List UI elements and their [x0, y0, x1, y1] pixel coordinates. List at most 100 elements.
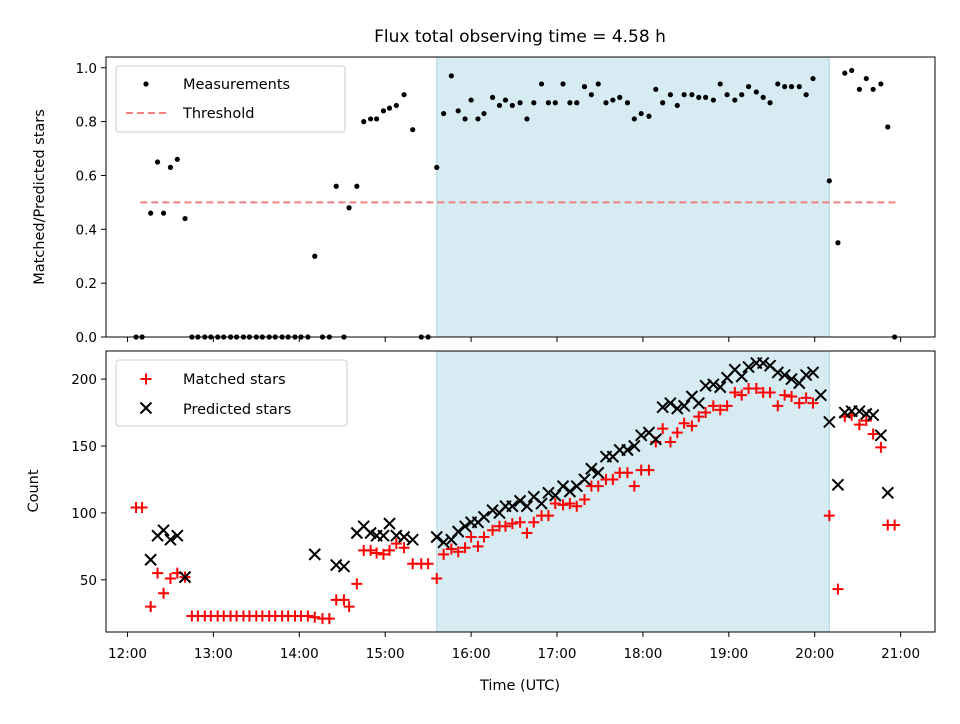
matched-stars-point — [445, 543, 457, 555]
measurements-point — [696, 94, 702, 100]
predicted-stars-point — [656, 400, 669, 414]
measurements-point — [782, 84, 788, 90]
matched-stars-point — [459, 542, 471, 554]
top-panel: 0.0 0.2 0.4 0.6 0.8 1.0 Matched/Predicted sta… — [32, 56, 936, 346]
predicted-stars-point — [506, 500, 519, 513]
measurements-point — [509, 102, 515, 109]
top-y-tick-label: 0.4 — [76, 222, 97, 238]
matched-stars-point — [571, 500, 583, 512]
matched-stars-point — [164, 572, 176, 584]
matched-stars-point — [158, 587, 170, 599]
measurements-point — [475, 116, 481, 122]
top-y-axis: 0.0 0.2 0.4 0.6 0.8 1.0 — [76, 61, 106, 346]
measurements-point — [775, 81, 781, 87]
top-axes-frame — [105, 56, 936, 338]
x-tick-label: 16:00 — [452, 646, 491, 662]
x-tick-label: 20:00 — [795, 646, 834, 662]
x-tick-label: 13:00 — [194, 646, 233, 662]
matched-stars-point — [338, 594, 350, 606]
top-y-tick-label: 0.8 — [76, 115, 97, 131]
matched-stars-point — [579, 494, 590, 506]
predicted-stars-point — [806, 366, 820, 379]
predicted-stars-point — [814, 388, 827, 402]
matched-stars-point — [714, 404, 726, 416]
legend-measurements-label: Measurements — [183, 77, 290, 93]
measurements-point — [849, 67, 855, 74]
predicted-stars-point — [549, 489, 562, 502]
measurements-point — [333, 183, 339, 189]
x-tick-label: 18:00 — [623, 646, 662, 662]
measurements-point — [753, 89, 759, 95]
predicted-stars-point — [452, 525, 465, 538]
bottom-legend-box — [115, 359, 348, 427]
matched-stars-point — [506, 518, 518, 530]
predicted-stars-point — [714, 380, 727, 394]
matched-stars-point — [465, 531, 477, 543]
measurements-point — [154, 159, 161, 165]
predicted-stars-point — [771, 366, 784, 379]
measurements-point — [448, 73, 454, 79]
measurements-point — [796, 84, 802, 90]
matched-stars-point — [860, 415, 872, 427]
matched-stars-point — [707, 400, 719, 412]
measurements-point — [767, 100, 773, 106]
x-tick-label: 21:00 — [881, 646, 920, 662]
measurements-point — [361, 119, 367, 125]
predicted-stars-point — [486, 504, 499, 517]
top-y-tick-label: 0.6 — [76, 168, 97, 184]
predicted-stars-point — [671, 402, 684, 415]
x-axis-label: Time (UTC) — [479, 678, 560, 694]
top-legend: Measurements Threshold — [115, 65, 346, 133]
matched-stars-point — [431, 572, 443, 584]
matched-stars-point — [390, 538, 402, 550]
predicted-stars-point — [634, 429, 648, 442]
matched-stars-point — [800, 392, 812, 404]
matched-stars-point — [521, 527, 533, 539]
matched-stars-point — [557, 499, 569, 511]
bottom-axes-frame — [105, 350, 936, 633]
matched-stars-point — [772, 400, 784, 412]
matched-stars-point — [853, 419, 865, 431]
measurements-point — [367, 116, 374, 122]
top-y-axis-label: Matched/Predicted stars — [32, 109, 48, 285]
legend-matched-marker — [140, 373, 152, 385]
measurements-point — [660, 100, 666, 106]
predicted-stars-point — [592, 466, 605, 479]
matched-stars-point — [729, 386, 741, 398]
measurements-point — [524, 116, 530, 122]
measurements-point — [148, 210, 154, 216]
bottom-panel: 50 100 150 200 12:00 13:00 14:00 15:00 16:00 17:… — [26, 350, 936, 694]
matched-stars-point — [779, 389, 791, 401]
x-tick-label: 14:00 — [280, 646, 319, 662]
measurements-point — [717, 81, 723, 87]
measurements-point — [878, 81, 884, 87]
measurements-point — [646, 113, 652, 119]
matched-stars-point — [607, 473, 619, 485]
matched-stars-point — [438, 548, 450, 560]
measurements-point — [386, 105, 393, 111]
matched-stars-point — [487, 524, 499, 536]
top-y-tick-label: 1.0 — [76, 61, 97, 77]
matched-stars-point — [592, 480, 604, 492]
matched-stars-point — [736, 389, 748, 401]
matched-stars-point — [542, 510, 554, 522]
bottom-y-tick-label: 150 — [71, 439, 97, 455]
matched-stars-point — [793, 397, 805, 409]
measurements-point — [631, 116, 637, 122]
measurements-point — [724, 92, 730, 98]
matched-stars-point — [145, 601, 157, 613]
predicted-stars-point — [164, 533, 177, 546]
matched-stars-point — [472, 540, 484, 552]
measurements-point — [617, 94, 623, 100]
predicted-stars-point — [621, 443, 634, 457]
matched-stars-point — [365, 544, 377, 556]
x-tick-label: 15:00 — [366, 646, 405, 662]
measurements-point — [610, 97, 616, 103]
measurements-point — [603, 100, 609, 106]
matched-stars-point — [657, 423, 669, 435]
matched-stars-point — [664, 436, 676, 448]
matched-stars-point — [422, 558, 434, 570]
predicted-stars-point — [735, 370, 748, 383]
matched-stars-point — [693, 411, 705, 423]
